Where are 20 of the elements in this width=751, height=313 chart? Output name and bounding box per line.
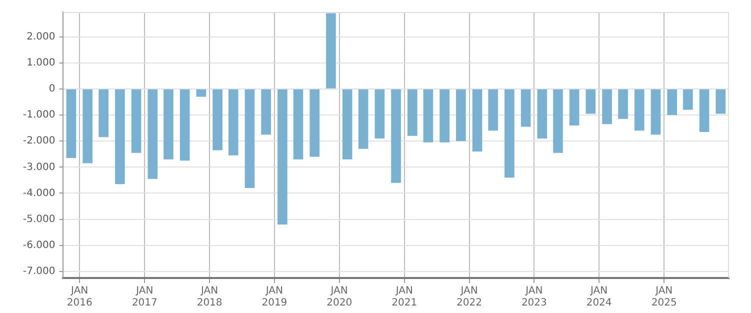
y-tick-label: -3.000: [22, 162, 56, 173]
y-tick-label: -5.000: [22, 214, 56, 225]
y-tick-label: -6.000: [22, 240, 56, 251]
y-tick-label: -7.000: [22, 266, 56, 278]
y-tick-label: 0: [48, 84, 56, 95]
x-tick-label: JAN 2023: [521, 286, 547, 309]
y-tick-label: -1.000: [22, 110, 56, 121]
x-tick-label: JAN 2025: [651, 286, 677, 309]
y-tick-label: 1.000: [26, 57, 56, 68]
x-tick-label: JAN 2022: [456, 286, 482, 309]
y-tick-label: -2.000: [22, 136, 56, 147]
x-tick-label: JAN 2018: [196, 286, 222, 309]
y-tick-label: -4.000: [22, 188, 56, 199]
y-tick-label: 2.000: [26, 31, 56, 42]
x-tick-label: JAN 2016: [66, 286, 92, 309]
x-tick-label: JAN 2017: [132, 286, 158, 309]
x-tick-label: JAN 2021: [392, 286, 418, 309]
x-tick-label: JAN 2024: [586, 286, 612, 309]
x-tick-label: JAN 2020: [326, 286, 352, 309]
x-tick-label: JAN 2019: [262, 286, 288, 309]
